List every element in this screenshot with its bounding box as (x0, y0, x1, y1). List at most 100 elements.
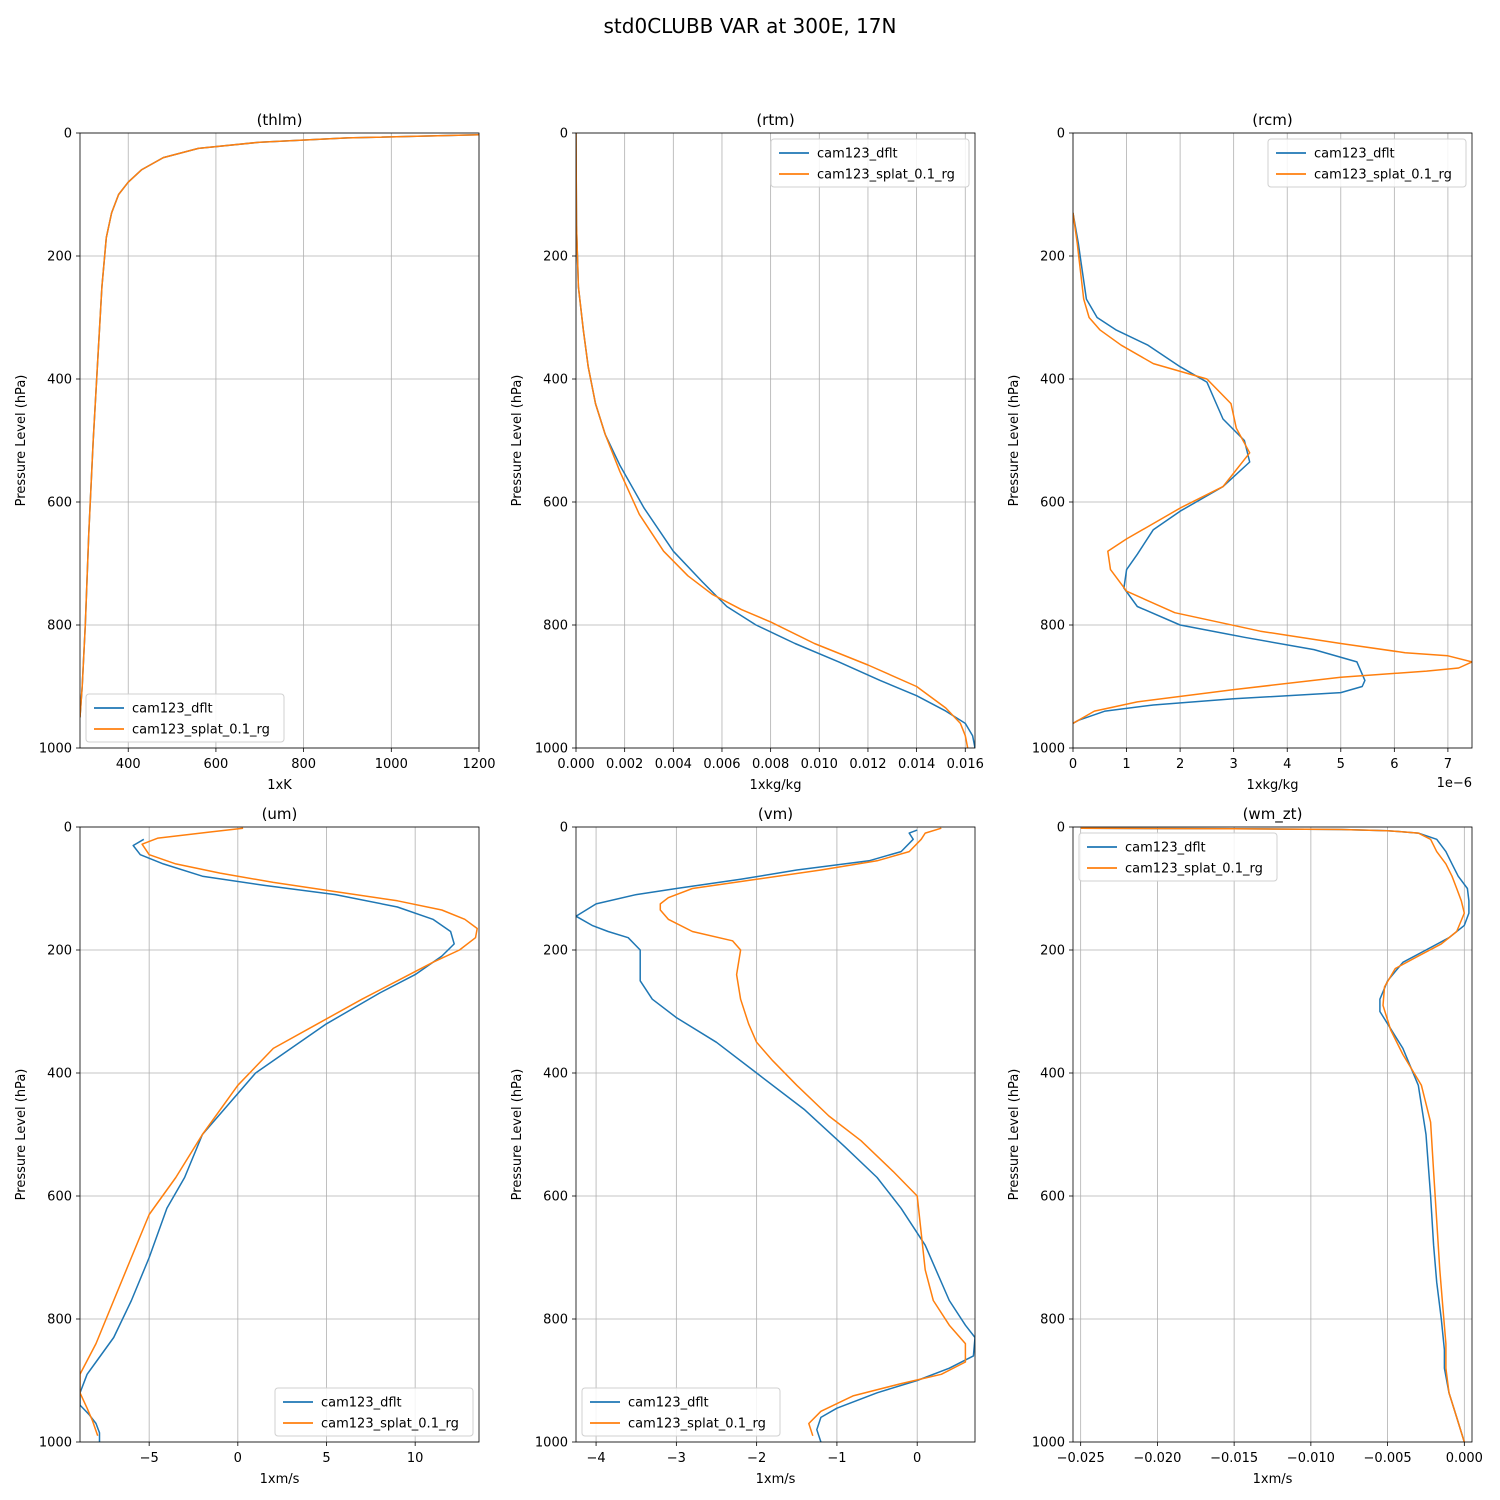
legend-label: cam123_dflt (1125, 841, 1206, 856)
axes-frame (1072, 132, 1473, 749)
axes-frame (79, 826, 480, 1443)
legend-label: cam123_splat_0.1_rg (817, 168, 955, 183)
x-tick-label: −5 (140, 1451, 159, 1466)
axes-frame (575, 826, 976, 1443)
x-tick-label: −0.020 (1133, 1451, 1181, 1466)
x-tick-label: −0.015 (1210, 1451, 1258, 1466)
y-axis-label: Pressure Level (hPa) (14, 1069, 29, 1201)
legend-label: cam123_splat_0.1_rg (1314, 168, 1452, 183)
y-tick-label: 600 (1040, 1190, 1065, 1205)
y-tick-label: 1000 (535, 742, 568, 757)
x-tick-label: 1000 (375, 757, 408, 772)
y-tick-label: 0 (1057, 821, 1065, 836)
panel-title: (um) (262, 805, 298, 823)
series-line-cam123-splat-0-1-rg (659, 827, 967, 1437)
x-tick-label: −0.010 (1287, 1451, 1335, 1466)
series-line-cam123-splat-0-1-rg (80, 134, 479, 718)
y-axis-label: Pressure Level (hPa) (510, 375, 525, 507)
panel-title: (vm) (758, 805, 793, 823)
x-tick-label: 0.010 (801, 757, 838, 772)
legend-label: cam123_splat_0.1_rg (321, 1417, 459, 1432)
legend: cam123_dflt cam123_splat_0.1_rg (1078, 832, 1278, 882)
y-tick-label: 400 (47, 373, 72, 388)
x-tick-label: 0 (913, 1451, 921, 1466)
x-tick-label: 0 (234, 1451, 242, 1466)
y-tick-label: 600 (543, 1190, 568, 1205)
chart-panel: −0.025 −0.020 −0.015 −0.010 −0.005 0.000 0 200 4… (1007, 805, 1483, 1487)
y-tick-label: 0 (1057, 127, 1065, 142)
x-tick-label: 6 (1390, 757, 1398, 772)
x-tick-label: 4 (1283, 757, 1291, 772)
legend-label: cam123_dflt (1314, 147, 1395, 162)
x-tick-label: 0.000 (557, 757, 594, 772)
chart-panel: −5 0 5 10 0 200 400 600 800 1000 (um) 1xm/s Pressure… (14, 805, 480, 1487)
y-tick-label: 1000 (39, 742, 72, 757)
y-tick-label: 800 (47, 1313, 72, 1328)
x-tick-label: 5 (1337, 757, 1345, 772)
x-tick-label: −0.005 (1364, 1451, 1412, 1466)
y-tick-label: 800 (47, 619, 72, 634)
x-axis-label: 1xkg/kg (1247, 778, 1299, 793)
legend: cam123_dflt cam123_splat_0.1_rg (85, 693, 285, 743)
x-axis-label: 1xK (267, 778, 292, 793)
x-tick-label: −3 (667, 1451, 686, 1466)
legend-label: cam123_dflt (132, 702, 213, 717)
x-tick-label: 0.002 (606, 757, 643, 772)
y-tick-label: 400 (543, 1067, 568, 1082)
chart-panel: 0.000 0.002 0.004 0.006 0.008 0.010 0.012 0.014… (510, 111, 984, 793)
y-tick-label: 0 (560, 821, 568, 836)
legend-box (1267, 138, 1467, 188)
y-axis-label: Pressure Level (hPa) (14, 375, 29, 507)
y-tick-label: 0 (64, 821, 72, 836)
legend-box (581, 1387, 781, 1437)
chart-panel: −4 −3 −2 −1 0 0 200 400 600 800 1000 (vm) 1xm/s Press… (510, 805, 976, 1487)
panel-title: (wm_zt) (1243, 805, 1303, 824)
series-line-cam123-dflt (1073, 212, 1366, 725)
x-axis-label: 1xm/s (1253, 1472, 1293, 1487)
legend: cam123_dflt cam123_splat_0.1_rg (274, 1387, 474, 1437)
series-line-cam123-dflt (1080, 827, 1470, 1442)
y-axis-label: Pressure Level (hPa) (1007, 375, 1022, 507)
x-tick-label: −1 (827, 1451, 846, 1466)
x-tick-label: 0.000 (1446, 1451, 1483, 1466)
y-tick-label: 200 (543, 250, 568, 265)
panel-title: (rcm) (1252, 111, 1292, 129)
series-line-cam123-splat-0-1-rg (80, 827, 478, 1437)
y-tick-label: 0 (64, 127, 72, 142)
y-tick-label: 1000 (1032, 742, 1065, 757)
legend-label: cam123_dflt (321, 1396, 402, 1411)
series-line-cam123-splat-0-1-rg (1080, 827, 1466, 1442)
legend-label: cam123_dflt (628, 1396, 709, 1411)
legend-label: cam123_splat_0.1_rg (1125, 862, 1263, 877)
legend-box (770, 138, 970, 188)
y-tick-label: 1000 (535, 1436, 568, 1451)
x-offset-label: 1e−6 (1437, 776, 1472, 791)
chart-panel: 0 1 2 3 4 5 6 7 0 200 400 600 800 1000 1e−6 (rcm) 1xkg/k… (1007, 111, 1473, 793)
y-tick-label: 200 (1040, 250, 1065, 265)
legend: cam123_dflt cam123_splat_0.1_rg (770, 138, 970, 188)
y-tick-label: 200 (1040, 944, 1065, 959)
x-tick-label: 0 (1069, 757, 1077, 772)
legend-box (274, 1387, 474, 1437)
series-line-cam123-dflt (576, 829, 975, 1442)
y-tick-label: 800 (543, 619, 568, 634)
panel-title: (thlm) (257, 111, 303, 129)
x-tick-label: −2 (747, 1451, 766, 1466)
series-line-cam123-splat-0-1-rg (576, 133, 969, 748)
x-tick-label: 0.014 (898, 757, 935, 772)
y-tick-label: 200 (543, 944, 568, 959)
legend-label: cam123_splat_0.1_rg (628, 1417, 766, 1432)
y-tick-label: 0 (560, 127, 568, 142)
series-line-cam123-splat-0-1-rg (1073, 212, 1472, 725)
x-tick-label: 0.008 (752, 757, 789, 772)
y-tick-label: 400 (1040, 373, 1065, 388)
y-tick-label: 200 (47, 250, 72, 265)
x-tick-label: 1200 (462, 757, 495, 772)
y-tick-label: 600 (1040, 496, 1065, 511)
legend: cam123_dflt cam123_splat_0.1_rg (1267, 138, 1467, 188)
x-tick-label: 1 (1122, 757, 1130, 772)
x-tick-label: 0.004 (655, 757, 692, 772)
y-tick-label: 800 (1040, 619, 1065, 634)
legend-box (85, 693, 285, 743)
y-tick-label: 1000 (1032, 1436, 1065, 1451)
